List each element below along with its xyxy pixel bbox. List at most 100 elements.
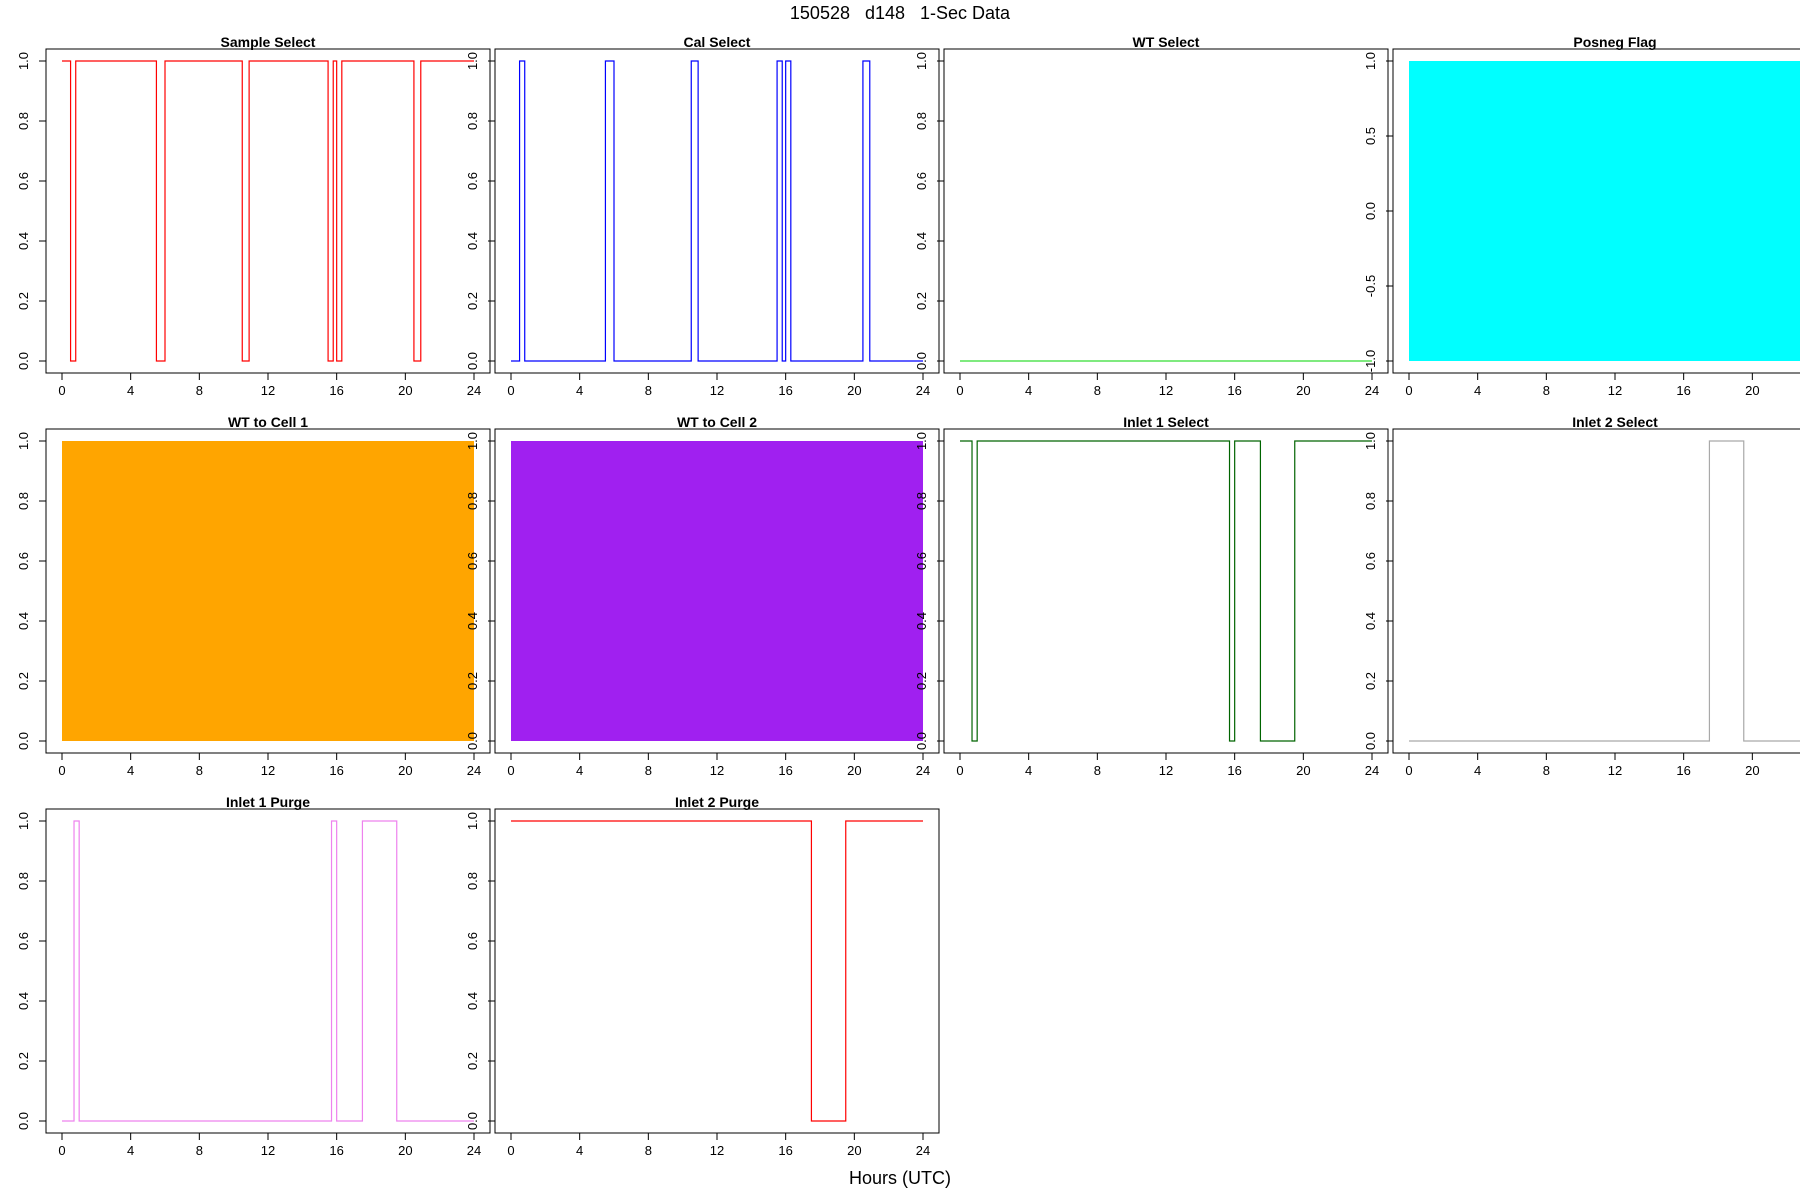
x-tick-label: 0 xyxy=(1405,763,1412,778)
x-tick-label: 4 xyxy=(1025,763,1032,778)
y-tick-label: 0.4 xyxy=(1363,612,1378,630)
panel-title: Sample Select xyxy=(221,34,316,50)
y-tick-label: 1.0 xyxy=(465,432,480,450)
y-tick-label: 0.6 xyxy=(914,552,929,570)
x-tick-label: 0 xyxy=(58,763,65,778)
panel: WT to Cell 2 0 4 8 12 16 20 24 0.0 0.2 0.4 0.6 0.8 1.… xyxy=(465,414,940,778)
plot-frame xyxy=(45,48,491,374)
x-tick-label: 8 xyxy=(645,383,652,398)
x-tick-label: 20 xyxy=(1296,383,1310,398)
x-tick-label: 12 xyxy=(1608,383,1622,398)
x-tick-label: 4 xyxy=(576,763,583,778)
y-tick-label: 0.8 xyxy=(1363,492,1378,510)
series-line xyxy=(1409,440,1800,742)
series-line xyxy=(960,440,1372,742)
y-tick-label: 0.8 xyxy=(465,872,480,890)
y-axis: 0.0 0.2 0.4 0.6 0.8 1.0 xyxy=(465,52,496,370)
y-tick-label: 0.2 xyxy=(465,672,480,690)
x-tick-label: 8 xyxy=(1543,763,1550,778)
x-tick-label: 12 xyxy=(710,1143,724,1158)
y-tick-label: 0.0 xyxy=(914,352,929,370)
x-tick-label: 16 xyxy=(778,763,792,778)
x-tick-label: 20 xyxy=(398,1143,412,1158)
x-tick-label: 24 xyxy=(467,383,481,398)
y-axis: -1.0 -0.5 0.0 0.5 1.0 xyxy=(1363,52,1394,372)
x-tick-label: 24 xyxy=(467,763,481,778)
x-tick-label: 16 xyxy=(778,1143,792,1158)
y-tick-label: 0.6 xyxy=(16,172,31,190)
panel-title: Inlet 1 Purge xyxy=(226,794,310,810)
x-tick-label: 20 xyxy=(398,383,412,398)
x-tick-label: 20 xyxy=(398,763,412,778)
data-area xyxy=(62,441,474,741)
y-tick-label: 0.0 xyxy=(16,352,31,370)
y-tick-label: 1.0 xyxy=(16,52,31,70)
x-tick-label: 4 xyxy=(576,1143,583,1158)
y-tick-label: 0.8 xyxy=(16,492,31,510)
y-tick-label: 0.6 xyxy=(1363,552,1378,570)
x-tick-label: 16 xyxy=(1227,763,1241,778)
panel-title: Inlet 2 Purge xyxy=(675,794,759,810)
y-tick-label: 0.0 xyxy=(1363,202,1378,220)
panel-title: Inlet 2 Select xyxy=(1572,414,1658,430)
y-tick-label: 0.0 xyxy=(16,732,31,750)
x-tick-label: 20 xyxy=(847,1143,861,1158)
x-tick-label: 4 xyxy=(127,383,134,398)
data-area xyxy=(1409,61,1800,361)
x-axis-label: Hours (UTC) xyxy=(849,1168,951,1188)
x-tick-label: 20 xyxy=(847,763,861,778)
x-tick-label: 8 xyxy=(1094,763,1101,778)
series-line xyxy=(511,60,923,362)
x-tick-label: 16 xyxy=(329,763,343,778)
y-tick-label: 0.6 xyxy=(465,552,480,570)
panel-title: Cal Select xyxy=(684,34,751,50)
series-line xyxy=(511,820,923,1122)
x-tick-label: 20 xyxy=(1296,763,1310,778)
y-tick-label: 0.6 xyxy=(16,932,31,950)
x-tick-label: 0 xyxy=(507,383,514,398)
y-axis: 0.0 0.2 0.4 0.6 0.8 1.0 xyxy=(465,432,496,750)
y-tick-label: 0.8 xyxy=(914,492,929,510)
y-tick-label: 1.0 xyxy=(1363,52,1378,70)
x-tick-label: 20 xyxy=(847,383,861,398)
y-tick-label: 0.4 xyxy=(465,992,480,1010)
y-axis: 0.0 0.2 0.4 0.6 0.8 1.0 xyxy=(1363,432,1394,750)
x-tick-label: 24 xyxy=(467,1143,481,1158)
panel: Sample Select 0 4 8 12 16 20 24 0.0 0.2 0.4 0.6 0.8 1… xyxy=(16,34,491,398)
plot-frame xyxy=(943,48,1389,374)
panel-title: WT Select xyxy=(1133,34,1200,50)
x-tick-label: 16 xyxy=(1676,763,1690,778)
y-tick-label: 0.4 xyxy=(914,232,929,250)
y-tick-label: 1.0 xyxy=(465,52,480,70)
y-tick-label: 0.8 xyxy=(914,112,929,130)
x-tick-label: 16 xyxy=(329,383,343,398)
y-tick-label: 0.2 xyxy=(16,672,31,690)
y-tick-label: 0.4 xyxy=(16,992,31,1010)
plot-frame xyxy=(494,48,940,374)
x-tick-label: 8 xyxy=(1543,383,1550,398)
y-tick-label: 0.2 xyxy=(465,1052,480,1070)
x-tick-label: 4 xyxy=(127,763,134,778)
plot-frame xyxy=(494,808,940,1134)
x-tick-label: 8 xyxy=(1094,383,1101,398)
x-tick-label: 24 xyxy=(916,383,930,398)
y-tick-label: 0.0 xyxy=(465,732,480,750)
y-axis: 0.0 0.2 0.4 0.6 0.8 1.0 xyxy=(16,52,47,370)
panel-title: WT to Cell 1 xyxy=(228,414,308,430)
y-tick-label: 0.0 xyxy=(16,1112,31,1130)
x-tick-label: 24 xyxy=(916,763,930,778)
x-tick-label: 4 xyxy=(1474,763,1481,778)
x-tick-label: 20 xyxy=(1745,383,1759,398)
x-tick-label: 0 xyxy=(58,1143,65,1158)
panel: WT to Cell 1 0 4 8 12 16 20 24 0.0 0.2 0.4 0.6 0.8 1.… xyxy=(16,414,491,778)
x-tick-label: 16 xyxy=(778,383,792,398)
x-tick-label: 4 xyxy=(1025,383,1032,398)
x-tick-label: 0 xyxy=(956,383,963,398)
